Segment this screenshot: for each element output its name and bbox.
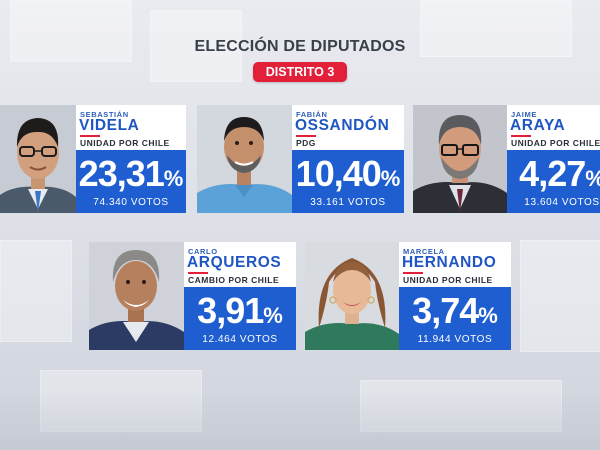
candidate-photo — [197, 105, 292, 213]
district-badge: DISTRITO 3 — [253, 62, 347, 82]
candidate-info: SEBASTIÁN VIDELA UNIDAD POR CHILE 23,31%… — [76, 105, 186, 213]
vote-count: 13.604 VOTOS — [524, 197, 600, 208]
percent-sign: % — [263, 303, 283, 328]
percent-sign: % — [380, 166, 401, 191]
percent-sign: % — [478, 303, 498, 328]
percentage-value: 23,31 — [78, 153, 165, 194]
percentage-value: 3,91 — [197, 290, 264, 331]
candidate-last-name: ARAYA — [510, 117, 566, 134]
footer-band — [0, 390, 600, 450]
percentage-value: 4,27 — [519, 153, 586, 194]
vote-percentage: 4,27% — [507, 154, 600, 199]
candidate-info: FABIÁN OSSANDÓN PDG 10,40% 33.161 VOTOS — [292, 105, 404, 213]
candidate-card-hernando: MARCELA HERNANDO UNIDAD POR CHILE 3,74% … — [305, 242, 511, 350]
percent-sign: % — [585, 166, 600, 191]
vote-percentage: 3,91% — [184, 291, 296, 336]
name-underline — [188, 272, 208, 274]
vote-percentage: 10,40% — [292, 154, 404, 199]
candidate-last-name: ARQUEROS — [187, 254, 282, 271]
candidate-last-name: HERNANDO — [402, 254, 497, 271]
candidate-photo — [413, 105, 507, 213]
candidate-card-araya: JAIME ARAYA UNIDAD POR CHILE 4,27% 13.60… — [413, 105, 600, 213]
candidate-first-name: JAIME — [511, 110, 537, 119]
candidate-photo — [89, 242, 184, 350]
candidate-card-arqueros: CARLO ARQUEROS CAMBIO POR CHILE 3,91% 12… — [89, 242, 296, 350]
candidate-party: UNIDAD POR CHILE — [403, 275, 493, 285]
vote-count: 12.464 VOTOS — [202, 334, 278, 345]
result-panel: 4,27% 13.604 VOTOS — [507, 150, 600, 213]
name-underline — [296, 135, 316, 137]
candidate-first-name: SEBASTIÁN — [80, 110, 129, 119]
candidate-last-name: VIDELA — [79, 117, 140, 134]
candidate-first-name: CARLO — [188, 247, 218, 256]
percent-sign: % — [163, 166, 184, 191]
name-underline — [80, 135, 100, 137]
candidate-photo — [305, 242, 399, 350]
candidate-last-name: OSSANDÓN — [295, 117, 390, 134]
percentage-value: 10,40 — [295, 153, 382, 194]
result-panel: 3,91% 12.464 VOTOS — [184, 287, 296, 350]
candidate-first-name: MARCELA — [403, 247, 445, 256]
page-title: ELECCIÓN DE DIPUTADOS — [194, 38, 406, 55]
vote-count: 74.340 VOTOS — [93, 197, 169, 208]
vote-count: 11.944 VOTOS — [417, 334, 493, 345]
candidate-party: UNIDAD POR CHILE — [80, 138, 170, 148]
candidate-first-name: FABIÁN — [296, 110, 328, 119]
candidate-photo — [0, 105, 76, 213]
candidate-card-videla: SEBASTIÁN VIDELA UNIDAD POR CHILE 23,31%… — [0, 105, 186, 213]
candidate-info: MARCELA HERNANDO UNIDAD POR CHILE 3,74% … — [399, 242, 511, 350]
percentage-value: 3,74 — [412, 290, 479, 331]
name-underline — [403, 272, 423, 274]
result-panel: 23,31% 74.340 VOTOS — [76, 150, 186, 213]
candidate-card-ossandon: FABIÁN OSSANDÓN PDG 10,40% 33.161 VOTOS — [197, 105, 404, 213]
vote-count: 33.161 VOTOS — [310, 197, 386, 208]
candidate-info: JAIME ARAYA UNIDAD POR CHILE 4,27% 13.60… — [507, 105, 600, 213]
result-panel: 3,74% 11.944 VOTOS — [399, 287, 511, 350]
candidate-info: CARLO ARQUEROS CAMBIO POR CHILE 3,91% 12… — [184, 242, 296, 350]
candidate-party: UNIDAD POR CHILE — [511, 138, 600, 148]
name-underline — [511, 135, 531, 137]
vote-percentage: 3,74% — [399, 291, 511, 336]
vote-percentage: 23,31% — [76, 154, 186, 199]
candidate-party: CAMBIO POR CHILE — [188, 275, 280, 285]
candidate-party: PDG — [296, 138, 316, 148]
result-panel: 10,40% 33.161 VOTOS — [292, 150, 404, 213]
